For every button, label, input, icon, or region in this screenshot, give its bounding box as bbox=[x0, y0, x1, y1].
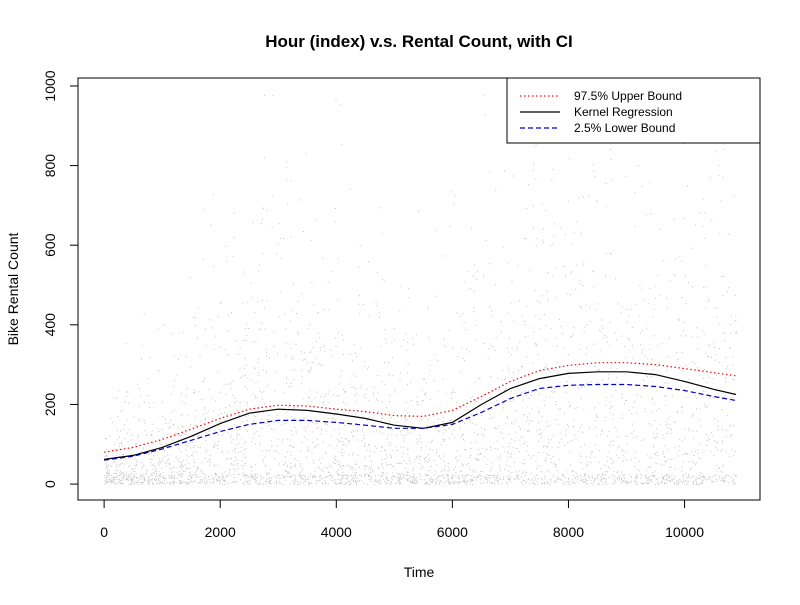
x-tick-label: 2000 bbox=[205, 524, 236, 540]
x-axis-label: Time bbox=[404, 564, 435, 580]
legend-items: 97.5% Upper Bound Kernel Regression 2.5% L… bbox=[520, 89, 682, 135]
x-tick-label: 8000 bbox=[553, 524, 584, 540]
legend-box bbox=[506, 77, 761, 144]
chart-title: Hour (index) v.s. Rental Count, with CI bbox=[265, 32, 573, 51]
legend-label-1: Kernel Regression bbox=[574, 105, 673, 119]
x-tick-label: 4000 bbox=[321, 524, 352, 540]
x-tick-label: 6000 bbox=[437, 524, 468, 540]
series-line-2 bbox=[104, 383, 737, 461]
legend-label-0: 97.5% Upper Bound bbox=[574, 89, 682, 103]
x-tick-label: 0 bbox=[100, 524, 108, 540]
y-tick-label: 200 bbox=[42, 393, 58, 417]
legend-label-2: 2.5% Lower Bound bbox=[574, 121, 675, 135]
y-axis-label: Bike Rental Count bbox=[5, 232, 21, 345]
axes-layer: 0 2000 4000 6000 8000 10000 0 200 400 600 800 1000 bbox=[42, 70, 704, 540]
y-tick-label: 800 bbox=[42, 154, 58, 178]
x-tick-label: 10000 bbox=[665, 524, 704, 540]
series-layer bbox=[104, 362, 737, 461]
y-tick-label: 1000 bbox=[42, 70, 58, 101]
legend: 97.5% Upper Bound Kernel Regression 2.5% L… bbox=[506, 77, 761, 144]
y-tick-label: 0 bbox=[42, 480, 58, 488]
y-tick-label: 400 bbox=[42, 313, 58, 337]
y-tick-label: 600 bbox=[42, 233, 58, 257]
